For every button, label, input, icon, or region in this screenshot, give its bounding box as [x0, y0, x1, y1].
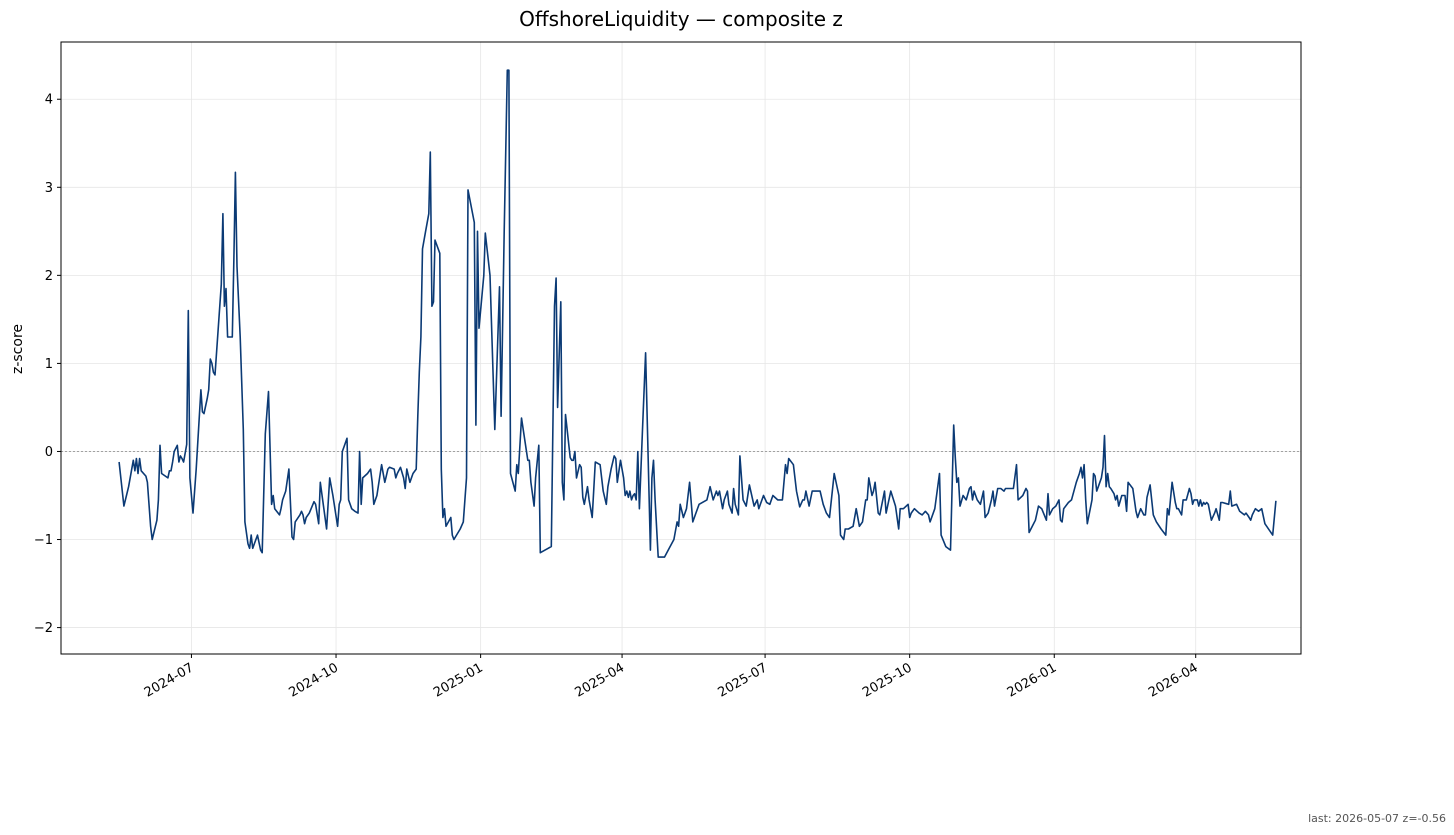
chart-title: OffshoreLiquidity — composite z: [519, 7, 843, 31]
x-tick-label: 2025-10: [860, 660, 915, 700]
y-tick-label: 0: [45, 445, 53, 460]
y-tick-label: 4: [45, 93, 53, 108]
y-axis: −2 −1 0 1 2 3 4: [34, 93, 61, 636]
y-tick-label: 3: [45, 181, 53, 196]
x-tick-label: 2024-07: [142, 660, 197, 700]
plot-frame: [60, 41, 1302, 655]
x-tick-label: 2026-04: [1146, 660, 1201, 700]
y-tick-label: −2: [34, 621, 53, 636]
y-tick-label: 1: [45, 357, 53, 372]
grid: [61, 42, 1301, 654]
series-line: [118, 69, 1277, 558]
x-tick-label: 2025-01: [431, 660, 486, 700]
last-value-note: last: 2026-05-07 z=-0.56: [1308, 812, 1446, 825]
y-tick-label: −1: [34, 533, 53, 548]
x-tick-label: 2025-04: [573, 660, 628, 700]
y-tick-label: 2: [45, 269, 53, 284]
x-tick-label: 2024-10: [286, 660, 341, 700]
x-tick-label: 2025-07: [716, 660, 771, 700]
x-axis: 2024-07 2024-10 2025-01 2025-04 2025-07 2025-…: [142, 654, 1201, 701]
x-tick-label: 2026-01: [1005, 660, 1060, 700]
y-axis-label: z-score: [10, 324, 26, 374]
